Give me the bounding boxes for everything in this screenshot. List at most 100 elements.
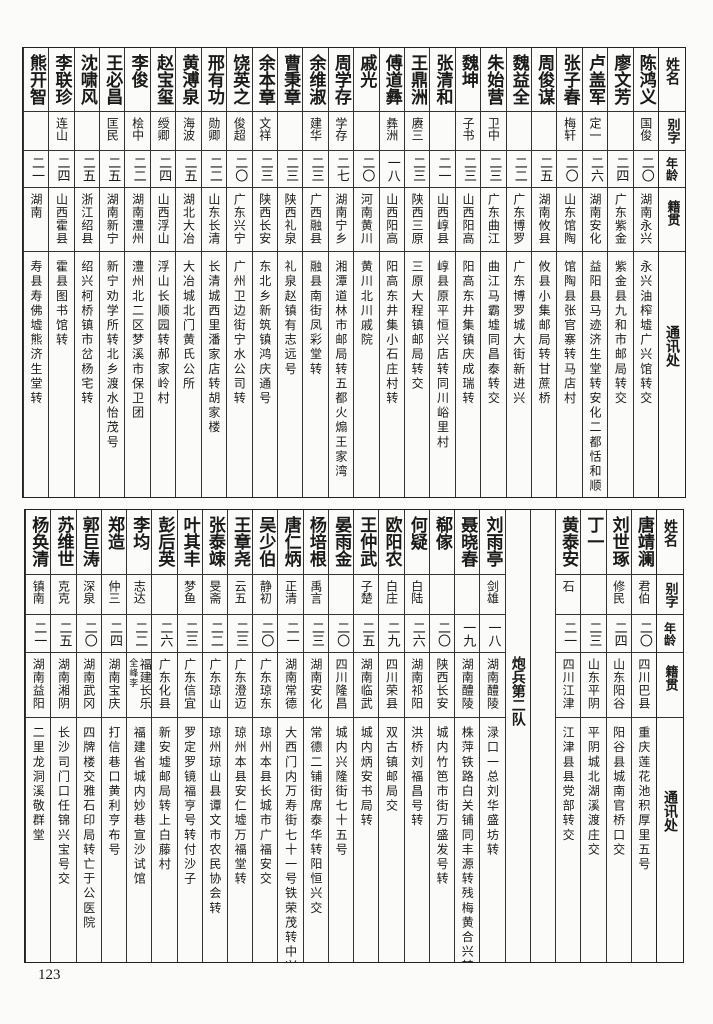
person-address: 黄川北川戚院 <box>359 260 374 348</box>
person-origin: 陕西长安 <box>429 653 455 718</box>
person-record: 魏益全 二二 广东博罗 广东博罗城大街新进兴 <box>505 48 531 497</box>
person-name: 彭后英 <box>152 510 177 575</box>
person-alias: 深泉 <box>76 575 101 615</box>
person-name: 李俊 <box>125 48 150 112</box>
person-age: 二七 <box>328 151 354 188</box>
person-name: 叶其丰 <box>177 510 202 575</box>
person-origin: 湖南常德 <box>278 653 303 718</box>
person-record: 晏雨金 二〇 四川隆昌 城内兴隆街七十五号 <box>327 510 354 962</box>
person-origin: 湖南澧州 <box>125 188 150 252</box>
person-name: 周俊谋 <box>531 48 557 112</box>
person-age: 二〇 <box>354 151 379 188</box>
person-age: 二六 <box>404 615 429 653</box>
person-record: 王章尧 云五 二三 广东澄迈 琼州本县安仁墟万福堂转 <box>227 510 253 962</box>
person-record: 刘世琢 修民 二四 山东阳谷 阳谷县城南官桥口交 <box>605 510 631 962</box>
header-alias: 别字 <box>657 575 683 615</box>
person-name: 吴少伯 <box>253 510 278 575</box>
person-record: 张泰竦 旻斋 二二 广东琼山 琼州琼山县谭文市农民协会转 <box>201 510 228 962</box>
person-record: 丁一 二三 山东平阴 平阴城北湖溪渡庄交 <box>580 510 606 962</box>
person-alias <box>581 575 606 615</box>
person-origin: 湖南武冈 <box>76 653 101 718</box>
header-address: 通讯处 <box>664 324 680 367</box>
person-alias: 海波 <box>176 112 201 151</box>
person-address: 广州卫边街宁水公司转 <box>232 260 247 406</box>
person-alias <box>429 575 455 615</box>
person-address: 霍县图书馆转 <box>54 260 69 348</box>
person-name: 张清和 <box>430 48 455 112</box>
person-origin: 湖南醴陵 <box>480 653 505 718</box>
person-age: 二〇 <box>633 151 658 188</box>
person-address: 永兴油榨墟广兴馆转交 <box>638 260 653 406</box>
person-name: 刘世琢 <box>606 510 631 575</box>
person-age: 二〇 <box>631 615 656 653</box>
person-origin: 四川隆昌 <box>328 653 354 718</box>
person-alias: 正清 <box>278 575 303 615</box>
person-age: 二三 <box>228 615 253 653</box>
person-name: 郑造 <box>101 510 127 575</box>
person-address: 崞县原平恒兴店转同川峪里村 <box>435 260 450 450</box>
person-age: 二三 <box>303 615 328 653</box>
person-address: 澧州北二区梦溪市保卫团 <box>130 260 145 421</box>
person-name: 黄泰安 <box>556 510 581 575</box>
person-age: 二一 <box>26 615 51 653</box>
person-address: 洪桥刘福昌号转 <box>409 726 424 829</box>
person-name: 余维淑 <box>303 48 328 112</box>
person-age: 二四 <box>101 615 127 653</box>
person-origin: 湖南祁阳 <box>404 653 429 718</box>
person-origin: 山东平阴 <box>581 653 606 718</box>
person-age: 二四 <box>608 151 633 188</box>
person-address: 长清城西里潘家店转胡家楼 <box>206 260 221 436</box>
person-address: 阳谷县城南官桥口交 <box>611 726 626 858</box>
person-age: 二三 <box>303 151 328 188</box>
person-age: 二一 <box>23 151 49 188</box>
person-name: 郗傢 <box>429 510 455 575</box>
person-age: 二四 <box>49 151 74 188</box>
roster-table-top: 姓名 别字 年龄 籍贯 通讯处 陈鸿义 国俊 二〇 湖南永兴 永兴油榨墟广兴馆转交 廖文芳 二四 广东紫… <box>22 47 686 498</box>
person-alias: 子书 <box>455 112 481 151</box>
person-alias <box>354 112 379 151</box>
person-alias: 绶卿 <box>150 112 176 151</box>
person-alias <box>74 112 100 151</box>
header-column: 姓名 别字 年龄 籍贯 通讯处 <box>658 48 685 497</box>
person-address: 紫金县九和市邮局转交 <box>613 260 628 406</box>
person-alias: 君伯 <box>631 575 656 615</box>
person-address: 江津县县党部转交 <box>561 726 576 843</box>
person-origin: 湖南醴陵 <box>455 653 480 718</box>
person-origin: 广东琼山 <box>202 653 228 718</box>
person-alias: 连山 <box>49 112 74 151</box>
person-name: 魏坤 <box>455 48 481 112</box>
person-alias: 勋卿 <box>201 112 227 151</box>
person-alias <box>152 575 177 615</box>
header-age: 年龄 <box>659 151 685 188</box>
person-alias: 赓三 <box>404 112 430 151</box>
person-origin: 湖南宁乡 <box>328 188 354 252</box>
person-origin: 湖南宝庆 <box>101 653 127 718</box>
person-address: 双古镇邮局交 <box>384 726 399 814</box>
page-number: 123 <box>38 967 61 983</box>
person-address: 四牌楼交雅石印局转亡于公医院 <box>81 726 96 931</box>
person-record: 王鼎洲 赓三 二三 陕西三原 三原大程镇邮局转交 <box>403 48 430 497</box>
person-age: 二九 <box>379 615 404 653</box>
person-record: 叶其丰 梦鱼 二三 广东信宜 罗定罗镜福亨号转付沙子 <box>176 510 202 962</box>
person-alias: 云五 <box>228 575 253 615</box>
person-age: 二三 <box>252 151 277 188</box>
person-origin: 湖南湘阴 <box>51 653 76 718</box>
person-record: 周学存 学存 二七 湖南宁乡 湘潭道林市邮局转五都火煽王家湾 <box>327 48 354 497</box>
person-name: 何疑 <box>404 510 429 575</box>
person-alias: 静初 <box>253 575 278 615</box>
person-origin: 广东博罗 <box>506 188 531 252</box>
person-alias: 克克 <box>51 575 76 615</box>
person-record: 朱始营 卫中 二三 广东曲江 曲江马霸墟同昌泰转交 <box>480 48 506 497</box>
person-record: 欧阳农 白庄 二九 四川荣县 双古镇邮局交 <box>378 510 404 962</box>
person-address: 罗定罗镜福亨号转付沙子 <box>182 726 197 887</box>
person-record: 王仲武 子楚 二五 湖南临武 城内炳安书局转 <box>353 510 379 962</box>
person-alias: 白庄 <box>379 575 404 615</box>
person-alias: 石 <box>556 575 581 615</box>
person-origin: 湖南攸县 <box>531 188 557 252</box>
person-alias: 旻斋 <box>202 575 228 615</box>
person-name: 郭巨涛 <box>76 510 101 575</box>
person-alias: 国俊 <box>633 112 658 151</box>
person-address: 攸县小集邮局转甘蔗桥 <box>537 260 552 406</box>
person-name: 唐靖澜 <box>631 510 656 575</box>
person-address: 福建省城内妙巷宣沙试馆 <box>132 726 147 887</box>
